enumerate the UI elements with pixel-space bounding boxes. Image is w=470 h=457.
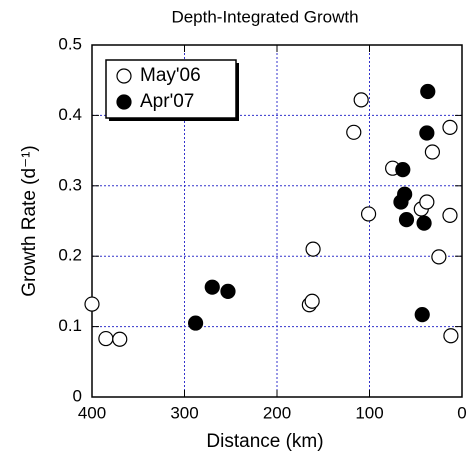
y-tick-label: 0.3 — [58, 175, 82, 194]
y-tick-label: 0.1 — [58, 316, 82, 335]
chart-title: Depth-Integrated Growth — [171, 7, 358, 26]
point — [305, 241, 321, 257]
point — [442, 119, 458, 135]
point — [353, 92, 369, 108]
legend-label: Apr'07 — [140, 91, 194, 112]
point — [416, 215, 432, 231]
legend-marker — [116, 68, 132, 84]
point — [414, 307, 430, 323]
point — [98, 330, 114, 347]
point — [188, 315, 204, 331]
x-tick-label: 0 — [457, 403, 466, 422]
y-tick-label: 0.5 — [58, 34, 82, 53]
x-tick-label: 300 — [170, 403, 198, 422]
point — [442, 207, 458, 223]
y-tick-label: 0 — [73, 386, 82, 405]
point — [220, 283, 236, 299]
y-axis-label: Growth Rate (d⁻¹) — [19, 145, 40, 297]
x-tick-label: 200 — [263, 403, 291, 422]
point — [393, 194, 409, 210]
point — [398, 211, 415, 228]
x-axis-label: Distance (km) — [206, 431, 323, 452]
point — [84, 296, 100, 312]
legend-label: May'06 — [140, 65, 201, 86]
point — [424, 144, 440, 160]
y-tick-label: 0.4 — [58, 105, 82, 124]
point — [112, 331, 128, 347]
point — [431, 249, 447, 265]
x-tick-label: 100 — [355, 403, 383, 422]
point — [360, 206, 377, 222]
point — [443, 328, 459, 344]
x-tick-label: 400 — [78, 403, 106, 422]
point — [420, 83, 436, 100]
point — [419, 194, 435, 210]
point — [419, 125, 435, 141]
y-tick-label: 0.2 — [58, 246, 82, 265]
point — [304, 293, 320, 309]
point — [395, 162, 411, 178]
point — [346, 124, 362, 140]
point — [204, 279, 220, 295]
legend-marker — [116, 94, 132, 110]
plot-frame — [91, 44, 463, 398]
